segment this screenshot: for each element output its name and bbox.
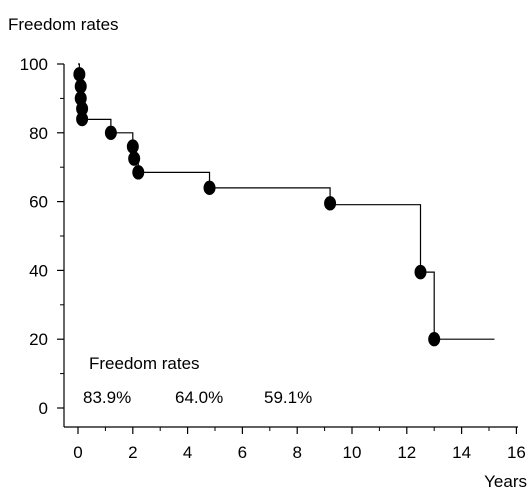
censor-marker [76, 111, 89, 127]
x-tick-label: 14 [452, 443, 471, 462]
x-tick-label: 8 [292, 443, 301, 462]
censor-marker [104, 125, 117, 140]
censor-marker [414, 264, 427, 280]
y-tick-label: 40 [29, 261, 48, 280]
x-tick-label: 2 [128, 443, 137, 462]
y-tick-label: 0 [39, 399, 48, 418]
censor-marker [428, 332, 441, 347]
censor-marker [76, 101, 89, 116]
x-tick-label: 0 [73, 443, 82, 462]
x-tick-label: 4 [183, 443, 192, 462]
y-axis-title: Freedom rates [8, 15, 119, 34]
annotation-value-2: 64.0% [175, 388, 223, 407]
plot-area [73, 63, 495, 347]
censor-marker [128, 151, 141, 166]
y-tick-label: 80 [29, 124, 48, 143]
y-tick-label: 60 [29, 193, 48, 212]
y-tick-label: 20 [29, 330, 48, 349]
censor-marker [132, 165, 145, 180]
annotation-value-1: 83.9% [83, 388, 131, 407]
x-axis-title: Years [484, 472, 527, 491]
censor-marker [74, 79, 87, 94]
y-ticks: 0 20 40 60 80 100 [20, 55, 64, 418]
x-tick-label: 12 [397, 443, 416, 462]
survival-step-line [78, 63, 495, 340]
censor-marker [203, 180, 216, 196]
x-tick-label: 6 [238, 443, 247, 462]
annotation-title: Freedom rates [89, 354, 200, 373]
censor-marker [324, 196, 337, 211]
y-tick-label: 100 [20, 55, 48, 74]
censor-marker [126, 139, 139, 154]
x-ticks: 0 2 4 6 8 10 12 14 16 [73, 427, 526, 462]
x-tick-label: 10 [343, 443, 362, 462]
censor-marker [73, 67, 86, 82]
x-tick-label: 16 [507, 443, 526, 462]
annotation-value-3: 59.1% [264, 388, 312, 407]
